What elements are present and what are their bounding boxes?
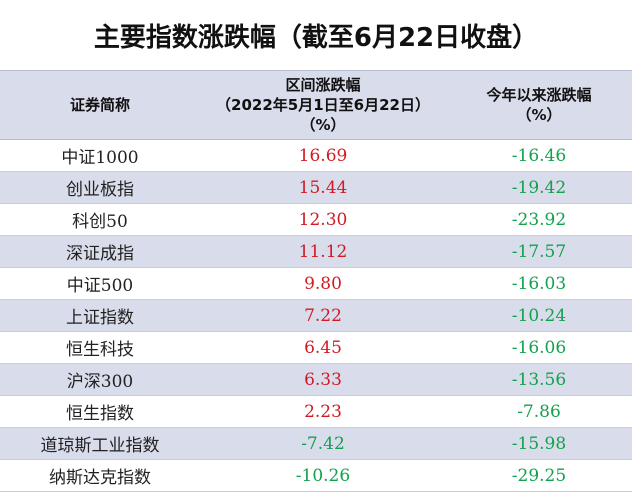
- period-change-cell: -10.26: [200, 459, 446, 492]
- period-change-cell: 9.80: [200, 267, 446, 300]
- table-row: 中证500 9.80 -16.03: [0, 267, 632, 300]
- period-change-cell: 16.69: [200, 139, 446, 172]
- ytd-change-cell: -13.56: [446, 363, 632, 396]
- index-name-cell: 科创50: [0, 203, 200, 236]
- index-performance-table: 证券简称 区间涨跌幅 （2022年5月1日至6月22日） （%） 今年以来涨跌幅…: [0, 70, 632, 492]
- index-name-cell: 沪深300: [0, 363, 200, 396]
- index-name-cell: 创业板指: [0, 171, 200, 204]
- period-change-cell: 12.30: [200, 203, 446, 236]
- period-change-cell: -7.42: [200, 427, 446, 460]
- column-header-name: 证券简称: [0, 70, 200, 140]
- table-row: 创业板指 15.44 -19.42: [0, 171, 632, 204]
- column-header-period-line3: （%）: [300, 116, 346, 134]
- table-row: 恒生科技 6.45 -16.06: [0, 331, 632, 364]
- table-row: 纳斯达克指数 -10.26 -29.25: [0, 459, 632, 492]
- index-name-cell: 恒生科技: [0, 331, 200, 364]
- column-header-ytd-change: 今年以来涨跌幅 （%）: [446, 70, 632, 140]
- period-change-cell: 15.44: [200, 171, 446, 204]
- index-name-cell: 上证指数: [0, 299, 200, 332]
- table-row: 深证成指 11.12 -17.57: [0, 235, 632, 268]
- period-change-cell: 6.45: [200, 331, 446, 364]
- period-change-cell: 6.33: [200, 363, 446, 396]
- ytd-change-cell: -17.57: [446, 235, 632, 268]
- column-header-ytd-line1: 今年以来涨跌幅: [486, 86, 592, 104]
- page-title: 主要指数涨跌幅（截至6月22日收盘）: [93, 22, 539, 53]
- table-row: 道琼斯工业指数 -7.42 -15.98: [0, 427, 632, 460]
- column-header-period-line1: 区间涨跌幅: [285, 76, 361, 94]
- column-header-period-line2: （2022年5月1日至6月22日）: [216, 96, 430, 114]
- ytd-change-cell: -16.06: [446, 331, 632, 364]
- ytd-change-cell: -10.24: [446, 299, 632, 332]
- index-name-cell: 道琼斯工业指数: [0, 427, 200, 460]
- ytd-change-cell: -16.03: [446, 267, 632, 300]
- column-header-name-label: 证券简称: [69, 96, 130, 114]
- ytd-change-cell: -29.25: [446, 459, 632, 492]
- table-row: 科创50 12.30 -23.92: [0, 203, 632, 236]
- index-name-cell: 恒生指数: [0, 395, 200, 428]
- period-change-cell: 11.12: [200, 235, 446, 268]
- table-header-row: 证券简称 区间涨跌幅 （2022年5月1日至6月22日） （%） 今年以来涨跌幅…: [0, 70, 632, 140]
- column-header-ytd-line2: （%）: [516, 106, 562, 124]
- ytd-change-cell: -16.46: [446, 139, 632, 172]
- ytd-change-cell: -19.42: [446, 171, 632, 204]
- period-change-cell: 2.23: [200, 395, 446, 428]
- column-header-period-change: 区间涨跌幅 （2022年5月1日至6月22日） （%）: [200, 70, 446, 140]
- ytd-change-cell: -23.92: [446, 203, 632, 236]
- index-name-cell: 中证500: [0, 267, 200, 300]
- table-row: 恒生指数 2.23 -7.86: [0, 395, 632, 428]
- period-change-cell: 7.22: [200, 299, 446, 332]
- index-name-cell: 深证成指: [0, 235, 200, 268]
- table-row: 中证1000 16.69 -16.46: [0, 139, 632, 172]
- table-row: 沪深300 6.33 -13.56: [0, 363, 632, 396]
- ytd-change-cell: -15.98: [446, 427, 632, 460]
- table-row: 上证指数 7.22 -10.24: [0, 299, 632, 332]
- index-name-cell: 纳斯达克指数: [0, 459, 200, 492]
- ytd-change-cell: -7.86: [446, 395, 632, 428]
- index-name-cell: 中证1000: [0, 139, 200, 172]
